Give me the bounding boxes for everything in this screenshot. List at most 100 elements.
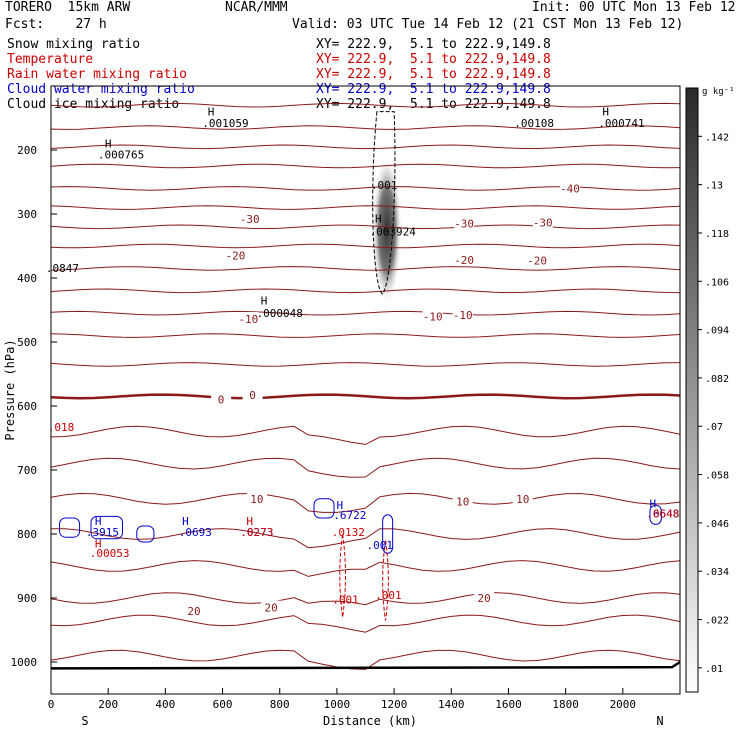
legend-temperature: Temperature xyxy=(7,52,94,67)
isotherm-label-bg xyxy=(183,603,204,617)
maximum-label: H xyxy=(208,106,215,119)
y-tick-label: 700 xyxy=(17,464,37,477)
y-axis-title: Pressure (hPa) xyxy=(3,339,17,440)
isotherm-label: 10 xyxy=(456,495,469,508)
isotherm-line xyxy=(50,333,681,338)
colorbar-tick-label: .13 xyxy=(705,181,723,192)
rain-contour xyxy=(382,540,389,621)
isotherm-line xyxy=(50,310,681,316)
isotherm-label: -20 xyxy=(225,250,245,263)
isotherm-line xyxy=(50,266,681,271)
isotherm-label: -10 xyxy=(238,313,258,326)
maximum-label: H xyxy=(261,294,268,307)
maximum-label: .0273 xyxy=(240,526,273,539)
maximum-label: .3915 xyxy=(86,526,119,539)
maximum-label: .0132 xyxy=(332,526,365,539)
maximum-label: .0693 xyxy=(179,526,212,539)
isotherm-label-bg xyxy=(225,248,246,262)
y-tick-label: 400 xyxy=(17,272,37,285)
forecast-hour: Fcst: 27 h xyxy=(5,17,107,32)
maximum-label: H xyxy=(336,499,343,512)
isotherm-label: -40 xyxy=(560,182,580,195)
isotherm-line xyxy=(50,592,681,606)
y-tick-label: 900 xyxy=(17,592,37,605)
maximum-label: .0273 xyxy=(240,526,273,539)
snow-contour xyxy=(372,111,396,295)
isotherm-line xyxy=(50,205,681,210)
maximum-label: .6722 xyxy=(333,509,366,522)
isotherm-label-bg xyxy=(242,388,263,402)
isotherm-label-bg xyxy=(559,181,580,195)
isotherm-line xyxy=(50,243,681,249)
isotherm-label-bg xyxy=(246,491,267,505)
isotherm-label: 20 xyxy=(187,605,200,618)
isotherm-label-bg xyxy=(422,309,443,323)
isotherm-label-bg xyxy=(454,216,475,230)
x-tick-label: 1800 xyxy=(552,698,579,711)
colorbar-tick-label: .118 xyxy=(705,229,729,240)
maximum-label: .000741 xyxy=(598,117,644,130)
isotherm-label: 20 xyxy=(478,592,491,605)
rain-contour xyxy=(339,533,346,618)
x-tick-label: 1400 xyxy=(438,698,465,711)
isotherm-line xyxy=(50,393,681,400)
isotherm-line xyxy=(50,649,681,670)
maximum-label: .6648 xyxy=(646,508,679,521)
legend-xy-snow: XY= 222.9, 5.1 to 222.9,149.8 xyxy=(316,37,551,52)
x-tick-label: 400 xyxy=(155,698,175,711)
isotherm-line xyxy=(50,288,681,294)
maximum-label: .0847 xyxy=(46,262,79,275)
y-tick-label: 500 xyxy=(17,336,37,349)
colorbar-tick-label: .082 xyxy=(705,374,729,385)
isotherm-line xyxy=(51,528,681,549)
maximum-label: .001 xyxy=(375,589,402,602)
x-tick-label: 600 xyxy=(213,698,233,711)
cloud-water-contour xyxy=(90,515,123,540)
isotherm-line xyxy=(50,492,681,513)
org-label: NCAR/MMM xyxy=(225,0,288,15)
maximum-label: H xyxy=(602,106,609,119)
isotherm-label: 0 xyxy=(249,389,256,402)
colorbar-tick-label: .106 xyxy=(705,277,729,288)
maximum-label: .000048 xyxy=(257,307,303,320)
maximum-label: .018 xyxy=(48,421,75,434)
maximum-label: .003924 xyxy=(369,225,416,238)
init-time: Init: 00 UTC Mon 13 Feb 12 xyxy=(532,0,736,15)
isotherm-label: -20 xyxy=(527,255,547,268)
isotherm-line xyxy=(50,224,681,230)
isotherm-line xyxy=(50,457,681,478)
legend-xy-temperature: XY= 222.9, 5.1 to 222.9,149.8 xyxy=(316,52,551,67)
isotherm-label: 0 xyxy=(218,394,225,407)
x-tick-label: 0 xyxy=(48,698,55,711)
maximum-label: H xyxy=(95,538,102,551)
maximum-label: H xyxy=(182,515,189,528)
isotherm-label-bg xyxy=(474,591,495,604)
y-tick-label: 600 xyxy=(17,400,37,413)
isotherm-label: -30 xyxy=(240,213,260,226)
plot-area: -40 -30 -30 -30 -20 -20 -20 -10 -10 -10 0 0 10 10 10 20… xyxy=(46,102,681,670)
isotherm-line xyxy=(50,425,681,445)
isotherm-label-bg xyxy=(239,212,260,226)
maximum-label: .000765 xyxy=(98,148,144,161)
x-tick-label: 800 xyxy=(270,698,290,711)
legend-snow: Snow mixing ratio xyxy=(7,37,141,52)
isotherm-label-bg xyxy=(454,253,475,267)
isotherm-line xyxy=(50,362,681,367)
isotherm-label-bg xyxy=(512,491,533,505)
isotherm-label: 20 xyxy=(265,602,278,615)
maximum-label: .001059 xyxy=(202,117,248,130)
maximum-label: H xyxy=(246,515,253,528)
maximum-label: .00053 xyxy=(90,547,130,560)
isotherm-label: -10 xyxy=(453,309,473,322)
colorbar-tick-label: .022 xyxy=(705,616,729,627)
y-tick-label: 1000 xyxy=(11,656,38,669)
isotherm-line xyxy=(50,163,681,169)
colorbar-tick-label: .094 xyxy=(705,326,729,337)
y-tick-label: 300 xyxy=(17,208,37,221)
isotherm-label-bg xyxy=(211,392,232,406)
cloud-water-contour xyxy=(649,504,662,525)
cloud-water-contour xyxy=(59,517,81,538)
maximum-label: .00108 xyxy=(514,117,554,130)
